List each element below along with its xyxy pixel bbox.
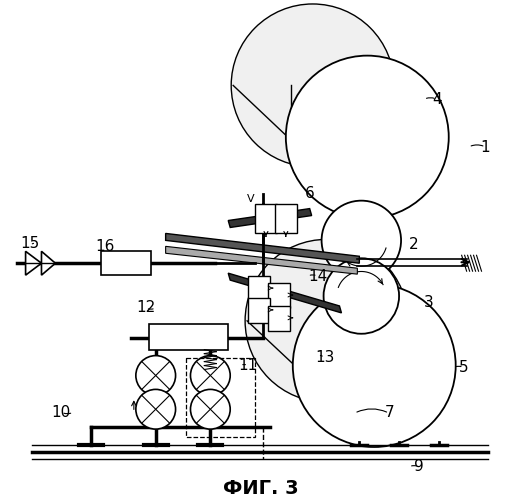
Text: 4: 4	[432, 92, 442, 107]
Bar	[149, 324, 228, 349]
Circle shape	[191, 390, 230, 429]
Bar	[248, 298, 270, 323]
Text: 16: 16	[96, 239, 115, 254]
Text: 15: 15	[20, 236, 39, 251]
Bar	[248, 276, 270, 301]
Bar	[255, 204, 277, 234]
Polygon shape	[228, 208, 312, 228]
Circle shape	[136, 390, 175, 429]
Circle shape	[293, 284, 456, 447]
Text: 3: 3	[424, 296, 434, 310]
Text: 2: 2	[409, 237, 419, 252]
Text: 6: 6	[305, 186, 315, 201]
Circle shape	[136, 356, 175, 396]
Bar	[185, 358, 255, 437]
Bar	[268, 283, 290, 308]
Bar	[268, 306, 290, 331]
Circle shape	[245, 240, 408, 402]
Circle shape	[231, 4, 394, 167]
Circle shape	[322, 200, 401, 280]
Polygon shape	[26, 252, 41, 275]
Text: 12: 12	[136, 300, 156, 316]
Text: 5: 5	[459, 360, 468, 375]
Bar	[101, 252, 151, 275]
Circle shape	[324, 258, 399, 334]
Text: ФИГ. 3: ФИГ. 3	[223, 479, 299, 498]
Polygon shape	[41, 252, 55, 275]
Text: 7: 7	[384, 404, 394, 419]
Circle shape	[191, 356, 230, 396]
Text: 11: 11	[239, 358, 258, 373]
Circle shape	[286, 56, 449, 218]
Text: 10: 10	[52, 404, 71, 419]
Text: 1: 1	[481, 140, 490, 154]
Bar	[275, 204, 297, 234]
Polygon shape	[165, 234, 359, 263]
Text: 9: 9	[414, 460, 424, 474]
Polygon shape	[165, 246, 358, 274]
Text: 14: 14	[308, 268, 327, 283]
Polygon shape	[228, 273, 341, 313]
Text: V: V	[247, 194, 255, 203]
Text: 13: 13	[315, 350, 334, 365]
